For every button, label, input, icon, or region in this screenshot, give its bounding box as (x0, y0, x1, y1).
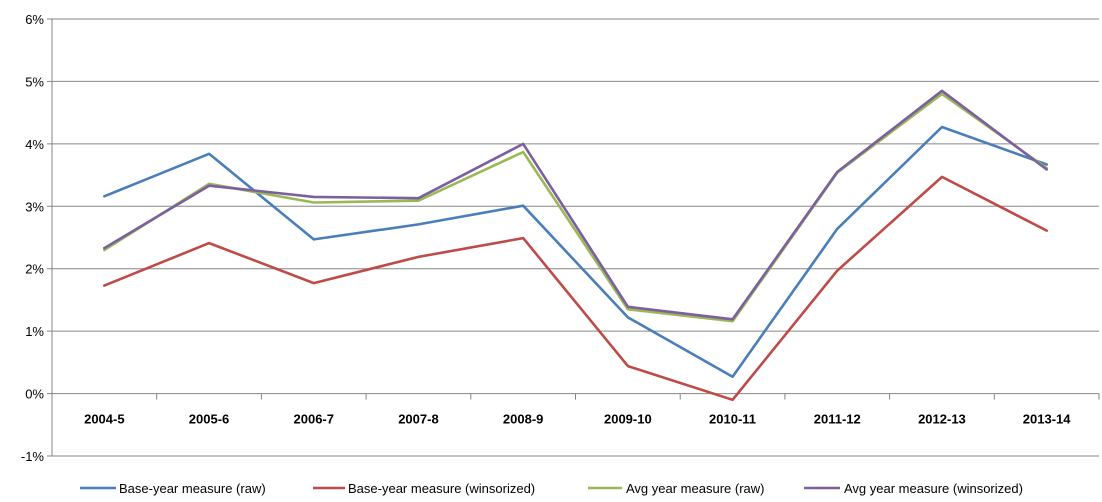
gridlines (52, 18, 1099, 457)
y-tick-label-5: 1% (25, 324, 44, 339)
series-line-3 (103, 89, 1048, 321)
x-tick-label-9: 2013-14 (1023, 412, 1071, 427)
y-tick-label-6: 0% (25, 387, 44, 402)
x-tick-labels: 2004-5 2005-6 2006-7 2007-8 2008-9 2009-10 201… (84, 412, 1071, 427)
y-tick-label-1: 5% (25, 74, 44, 89)
legend-label-2: Avg year measure (raw) (626, 481, 764, 496)
legend: Base-year measure (raw) Base-year measure… (80, 481, 1023, 496)
series-line-0 (103, 125, 1048, 379)
x-tick-label-6: 2010-11 (709, 412, 756, 427)
x-tick-label-7: 2011-12 (814, 412, 861, 427)
x-tick-label-5: 2009-10 (604, 412, 652, 427)
y-tick-label-4: 2% (25, 262, 44, 277)
x-tick-label-2: 2006-7 (294, 412, 334, 427)
legend-label-0: Base-year measure (raw) (119, 481, 266, 496)
x-tick-label-1: 2005-6 (189, 412, 229, 427)
y-tick-label-0: 6% (25, 12, 44, 27)
series-line-1 (103, 175, 1048, 402)
y-tick-label-2: 4% (25, 137, 44, 152)
series-line-2 (103, 92, 1048, 323)
legend-label-1: Base-year measure (winsorized) (348, 481, 535, 496)
x-tick-label-3: 2007-8 (398, 412, 438, 427)
x-tick-label-0: 2004-5 (84, 412, 124, 427)
series-lines (103, 89, 1048, 402)
y-tick-label-7: -1% (21, 449, 45, 464)
y-tick-label-3: 3% (25, 199, 44, 214)
y-tick-labels: 6% 5% 4% 3% 2% 1% 0% -1% (21, 12, 45, 464)
legend-label-3: Avg year measure (winsorized) (844, 481, 1023, 496)
x-tick-label-4: 2008-9 (503, 412, 543, 427)
x-tick-label-8: 2012-13 (918, 412, 966, 427)
axes (47, 18, 1100, 457)
